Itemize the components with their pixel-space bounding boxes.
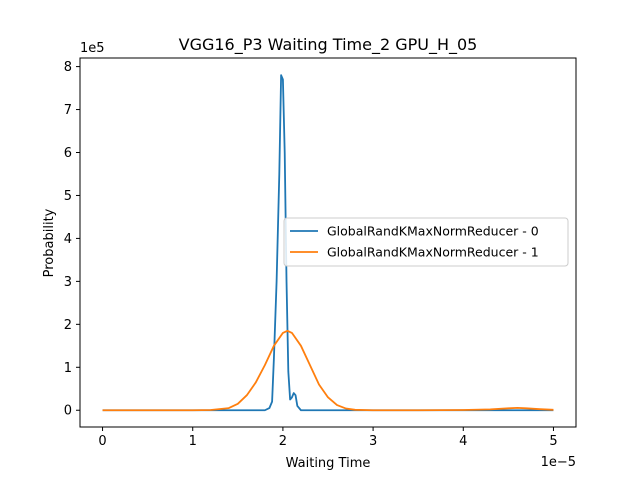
x-tick-label: 5: [549, 434, 557, 449]
x-tick-label: 0: [98, 434, 106, 449]
plot-frame: [79, 57, 577, 428]
y-tick-label: 5: [64, 189, 72, 204]
x-axis: 0 1 2 3 4 5: [98, 427, 558, 449]
y-tick-label: 7: [64, 103, 72, 118]
legend-label: GlobalRandKMaxNormReducer - 1: [327, 245, 539, 260]
y-tick-label: 8: [64, 60, 72, 75]
legend: GlobalRandKMaxNormReducer - 0 GlobalRandK…: [283, 217, 569, 267]
series-layer: [102, 74, 554, 412]
y-axis-label: Probability: [42, 208, 57, 277]
x-tick-label: 3: [369, 434, 377, 449]
legend-label: GlobalRandKMaxNormReducer - 0: [327, 224, 539, 239]
y-tick-label: 0: [64, 404, 72, 419]
series-line-0: [102, 74, 554, 412]
series-line-1: [102, 329, 554, 412]
x-axis-multiplier: 1e−5: [541, 455, 576, 470]
y-tick-label: 1: [64, 361, 72, 376]
plot-area: [79, 57, 577, 428]
y-axis-multiplier: 1e5: [80, 41, 105, 56]
y-tick-label: 4: [64, 232, 72, 247]
x-tick-label: 2: [279, 434, 287, 449]
y-tick-label: 3: [64, 275, 72, 290]
legend-box: [283, 217, 569, 267]
x-tick-label: 4: [459, 434, 467, 449]
y-tick-label: 2: [64, 318, 72, 333]
x-axis-label: Waiting Time: [286, 456, 371, 471]
chart-title: VGG16_P3 Waiting Time_2 GPU_H_05: [179, 35, 478, 55]
x-tick-label: 1: [189, 434, 197, 449]
y-axis: 0 1 2 3 4 5 6 7 8: [64, 60, 80, 419]
y-tick-label: 6: [64, 146, 72, 161]
